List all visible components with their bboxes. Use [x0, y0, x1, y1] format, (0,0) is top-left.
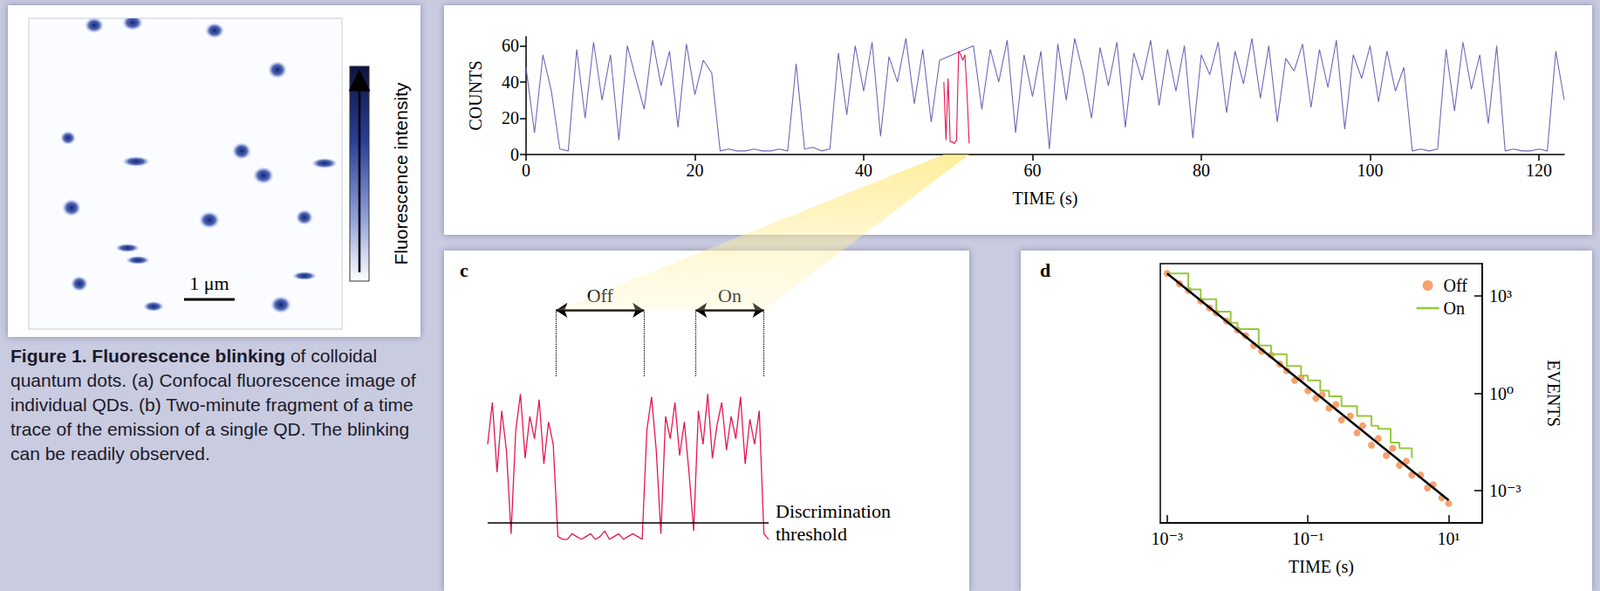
svg-text:10¹: 10¹: [1437, 528, 1461, 548]
html-text:d: d: [1039, 259, 1051, 281]
svg-text:TIME (s): TIME (s): [1012, 188, 1079, 209]
svg-text:80: 80: [1192, 160, 1211, 180]
svg-text:Off: Off: [587, 284, 615, 307]
html-text:Figure 1. Fluorescence blinkin: Figure 1. Fluorescence blinking of collo…: [10, 345, 416, 464]
svg-text:Off: Off: [1443, 275, 1469, 295]
svg-text:Discrimination: Discrimination: [775, 499, 891, 522]
svg-text:10⁻¹: 10⁻¹: [1292, 528, 1325, 548]
html-text:c: c: [459, 259, 469, 281]
svg-text:TIME (s): TIME (s): [1288, 556, 1354, 577]
svg-text:COUNTS: COUNTS: [465, 60, 486, 130]
svg-text:1 μm: 1 μm: [189, 272, 229, 295]
svg-text:20: 20: [685, 160, 704, 180]
svg-text:On: On: [1443, 298, 1465, 318]
svg-text:10⁻³: 10⁻³: [1489, 480, 1522, 500]
svg-text:20: 20: [501, 108, 520, 128]
svg-text:40: 40: [854, 160, 873, 180]
svg-text:40: 40: [501, 72, 520, 92]
svg-text:10⁰: 10⁰: [1489, 383, 1514, 404]
svg-text:0: 0: [521, 160, 531, 180]
svg-text:100: 100: [1356, 160, 1383, 180]
svg-text:EVENTS: EVENTS: [1544, 359, 1564, 427]
svg-text:60: 60: [501, 35, 520, 55]
svg-text:60: 60: [1023, 160, 1041, 180]
svg-text:120: 120: [1525, 160, 1553, 180]
svg-text:threshold: threshold: [775, 522, 848, 545]
svg-text:10³: 10³: [1489, 286, 1512, 306]
svg-text:10⁻³: 10⁻³: [1151, 528, 1184, 548]
svg-text:Fluorescence intensity: Fluorescence intensity: [390, 82, 411, 265]
svg-text:On: On: [717, 284, 742, 307]
svg-text:0: 0: [510, 144, 520, 165]
